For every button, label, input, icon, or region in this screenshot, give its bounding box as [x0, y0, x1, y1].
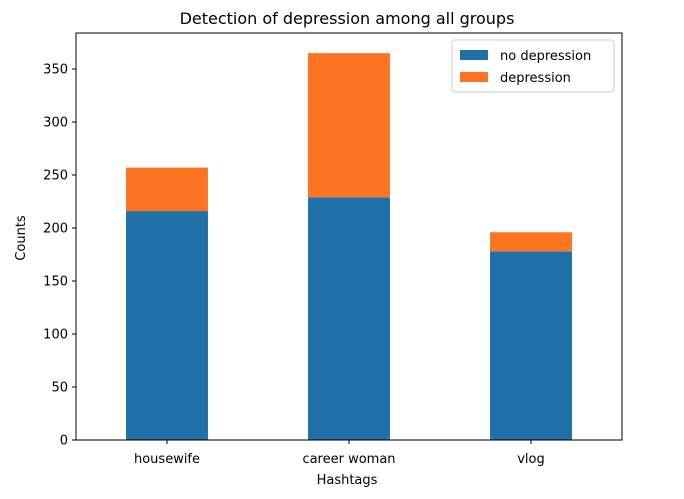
- bars-group: [126, 53, 572, 440]
- y-tick-label: 350: [43, 63, 68, 78]
- bar-no-depression-2: [490, 251, 572, 440]
- legend: no depression depression: [451, 39, 615, 93]
- legend-swatch-no-depression: [460, 50, 488, 60]
- y-tick-label: 50: [51, 381, 68, 396]
- legend-swatch-depression: [460, 72, 488, 82]
- bar-depression-1: [308, 53, 390, 198]
- x-tick-label: vlog: [517, 452, 545, 467]
- x-axis-label: Hashtags: [317, 473, 378, 488]
- legend-box: [451, 39, 615, 93]
- bar-no-depression-0: [126, 211, 208, 440]
- y-axis: 0 50 100 150 200 250 300 350: [43, 63, 76, 449]
- y-tick-label: 0: [60, 434, 68, 449]
- y-tick-label: 300: [43, 116, 68, 131]
- x-tick-label: housewife: [134, 452, 200, 467]
- y-tick-label: 250: [43, 169, 68, 184]
- x-axis: housewife career woman vlog: [134, 440, 545, 467]
- legend-label-depression: depression: [500, 71, 571, 86]
- bar-depression-2: [490, 232, 572, 252]
- legend-label-no-depression: no depression: [500, 49, 591, 64]
- x-tick-label: career woman: [302, 452, 395, 467]
- y-tick-label: 200: [43, 222, 68, 237]
- y-tick-label: 150: [43, 275, 68, 290]
- bar-depression-0: [126, 167, 208, 212]
- bar-no-depression-1: [308, 197, 390, 440]
- y-tick-label: 100: [43, 328, 68, 343]
- y-axis-label: Counts: [14, 215, 29, 261]
- chart-title: Detection of depression among all groups: [180, 9, 515, 28]
